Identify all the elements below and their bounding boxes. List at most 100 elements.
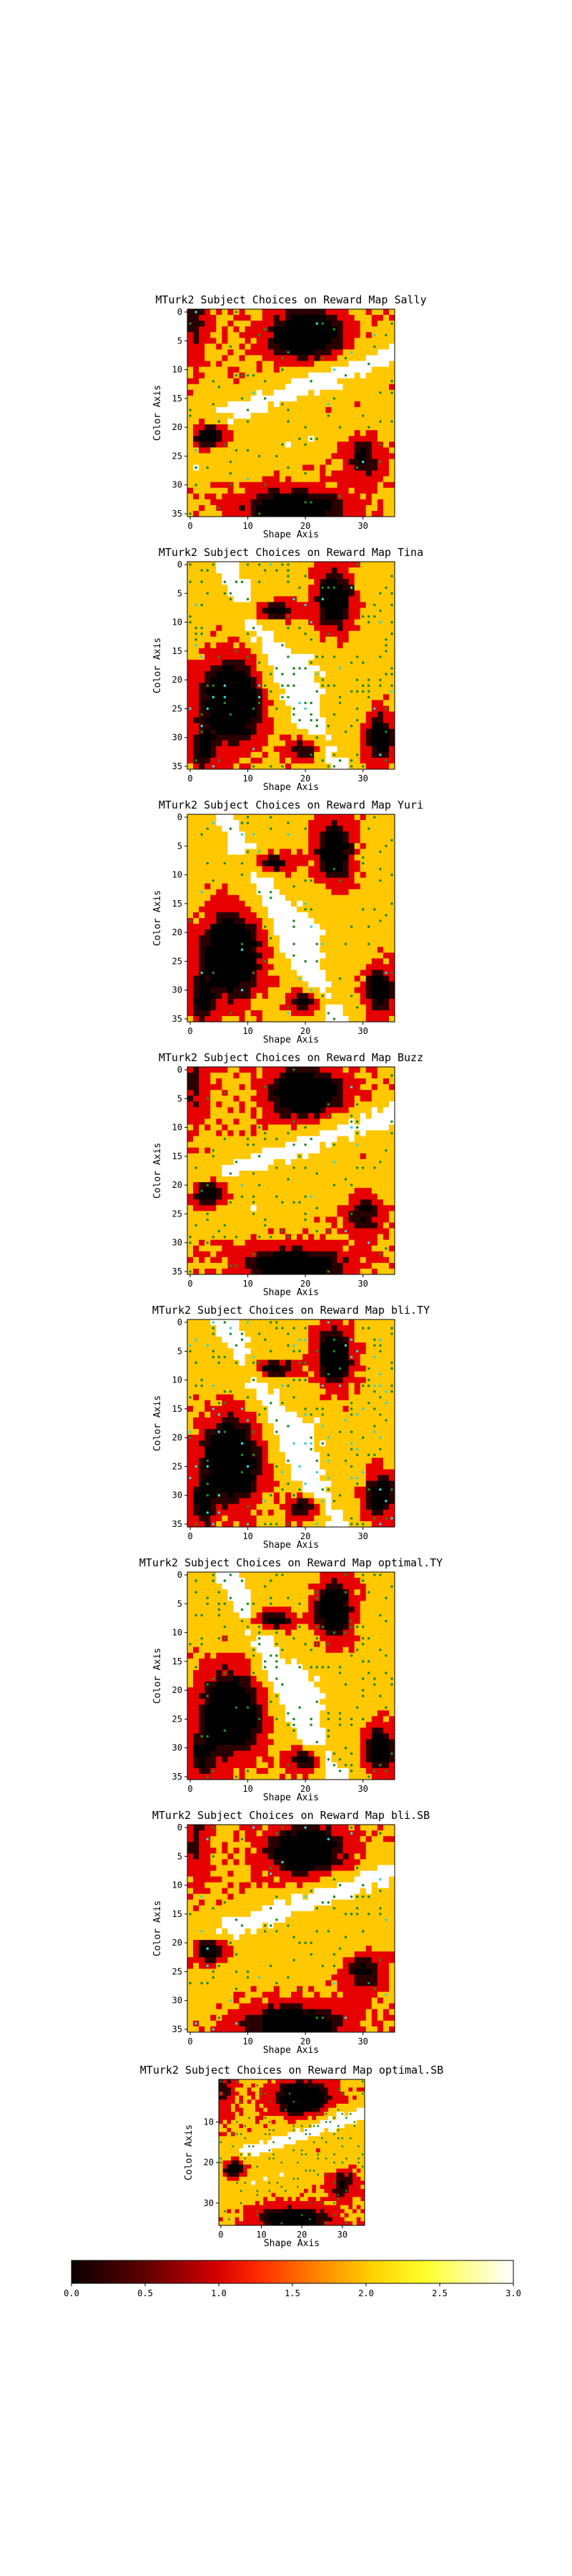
- heatmap-cell: [193, 981, 199, 988]
- heatmap-cell: [193, 441, 199, 448]
- heatmap-cell: [239, 751, 245, 758]
- heatmap-cell: [308, 1101, 315, 1108]
- heatmap-cell: [250, 740, 257, 747]
- heatmap-cell: [233, 482, 240, 489]
- heatmap-cell: [204, 1073, 211, 1079]
- heatmap-cell: [267, 1136, 275, 1143]
- heatmap-cell: [239, 504, 245, 512]
- axes-frame: [187, 308, 395, 517]
- choice-marker: [321, 994, 325, 997]
- heatmap-cell: [388, 401, 395, 408]
- heatmap-cell: [325, 677, 332, 683]
- heatmap-cell: [216, 987, 222, 994]
- choice-marker: [327, 765, 330, 768]
- heatmap-cell: [342, 947, 349, 953]
- heatmap-cell: [279, 912, 286, 919]
- heatmap-cell: [245, 906, 252, 913]
- choice-marker: [257, 333, 261, 337]
- heatmap-cell: [325, 510, 332, 517]
- heatmap-cell: [262, 384, 269, 391]
- heatmap-cell: [222, 1101, 228, 1108]
- heatmap-cell: [348, 315, 355, 321]
- choice-marker: [287, 655, 290, 658]
- heatmap-cell: [187, 1171, 194, 1177]
- heatmap-cell: [314, 1164, 320, 1171]
- heatmap-cell: [273, 659, 280, 666]
- heatmap-cell: [337, 1096, 343, 1102]
- heatmap-cell: [337, 1073, 343, 1079]
- heatmap-cell: [320, 430, 326, 436]
- heatmap-cell: [193, 1136, 199, 1143]
- heatmap-cell: [297, 688, 303, 695]
- heatmap-cell: [227, 763, 234, 770]
- heatmap-cell: [302, 1078, 309, 1085]
- heatmap-cell: [360, 562, 367, 568]
- heatmap-cell: [273, 849, 280, 855]
- heatmap-cell: [297, 1004, 303, 1011]
- heatmap-cell: [325, 567, 332, 574]
- heatmap-cell: [377, 906, 384, 913]
- heatmap-cell: [302, 504, 309, 512]
- heatmap-cell: [360, 1141, 367, 1148]
- heatmap-cell: [314, 843, 320, 849]
- choice-marker: [206, 592, 209, 595]
- heatmap-cell: [273, 900, 280, 907]
- heatmap-cell: [388, 372, 395, 379]
- heatmap-cell: [193, 619, 199, 626]
- heatmap-cell: [371, 981, 378, 988]
- heatmap-cell: [331, 389, 337, 396]
- heatmap-cell: [267, 326, 275, 333]
- heatmap-cell: [279, 406, 286, 414]
- choice-marker: [263, 397, 267, 400]
- heatmap-cell: [245, 338, 252, 344]
- heatmap-cell: [360, 585, 367, 591]
- heatmap-cell: [245, 1124, 252, 1131]
- heatmap-cell: [245, 964, 252, 970]
- heatmap-cell: [371, 740, 378, 747]
- heatmap-cell: [285, 430, 292, 436]
- heatmap-cell: [187, 419, 194, 425]
- heatmap-cell: [342, 642, 349, 649]
- heatmap-cell: [227, 636, 234, 643]
- heatmap-cell: [383, 711, 390, 718]
- heatmap-cell: [325, 464, 332, 471]
- heatmap-cell: [267, 1158, 275, 1166]
- heatmap-cell: [199, 952, 205, 959]
- heatmap-cell: [337, 820, 343, 826]
- heatmap-cell: [187, 332, 194, 338]
- heatmap-cell: [233, 728, 240, 736]
- choice-marker: [332, 328, 336, 331]
- heatmap-cell: [365, 918, 373, 924]
- heatmap-cell: [199, 763, 205, 770]
- heatmap-cell: [250, 837, 257, 844]
- heatmap-cell: [388, 579, 395, 585]
- heatmap-cell: [199, 849, 205, 855]
- heatmap-cell: [239, 625, 245, 632]
- heatmap-cell: [354, 872, 361, 879]
- heatmap-cell: [337, 1118, 343, 1125]
- heatmap-cell: [239, 958, 245, 965]
- heatmap-cell: [210, 642, 217, 649]
- heatmap-cell: [325, 470, 332, 477]
- heatmap-cell: [199, 401, 205, 408]
- heatmap-cell: [239, 1153, 245, 1160]
- choice-marker: [344, 374, 347, 377]
- heatmap-cell: [193, 315, 199, 321]
- heatmap-cell: [256, 998, 263, 1005]
- heatmap-cell: [383, 860, 390, 867]
- heatmap-cell: [337, 653, 343, 660]
- heatmap-cell: [216, 1171, 222, 1177]
- heatmap-cell: [273, 952, 280, 959]
- heatmap-cell: [302, 1084, 309, 1091]
- heatmap-cell: [371, 883, 378, 890]
- heatmap-cell: [354, 952, 361, 959]
- heatmap-cell: [193, 763, 199, 770]
- choice-marker: [379, 420, 382, 423]
- heatmap-cell: [267, 1164, 275, 1171]
- heatmap-cell: [210, 585, 217, 591]
- heatmap-cell: [360, 378, 367, 385]
- heatmap-cell: [325, 941, 332, 947]
- heatmap-cell: [233, 924, 240, 930]
- heatmap-cell: [308, 843, 315, 849]
- heatmap-cell: [308, 453, 315, 459]
